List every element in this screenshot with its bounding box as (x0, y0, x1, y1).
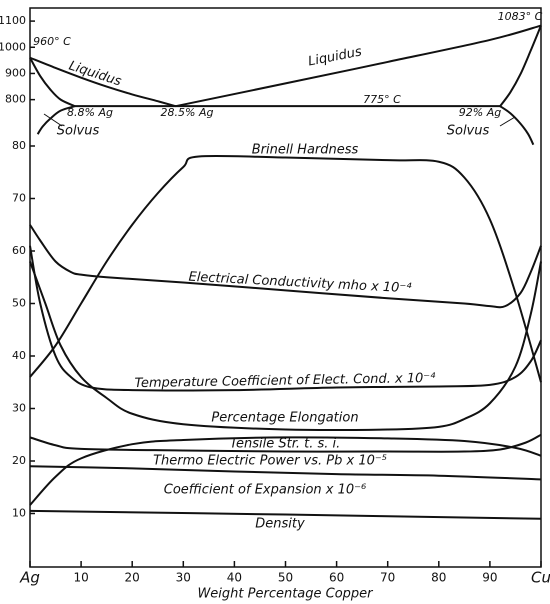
curve (29, 56, 176, 108)
x-tick-label: 10 (73, 571, 88, 585)
curve (175, 24, 542, 108)
pointer-arrow (499, 116, 516, 127)
curve-label: Liquidus (67, 58, 123, 89)
y-tick-label: 20 (12, 454, 26, 467)
y-tick-label: 80 (12, 139, 26, 152)
x-tick-label: 80 (431, 571, 446, 585)
y-tick-label: 40 (12, 349, 26, 362)
y-tick-label: 1100 (0, 14, 26, 27)
curve (29, 245, 542, 392)
pointer-arrow (43, 113, 63, 127)
y-tick-label: 10 (12, 507, 26, 520)
annotation: 92% Ag (459, 106, 501, 119)
y-tick-label: 50 (12, 297, 26, 310)
y-tick-label: 1000 (0, 40, 26, 53)
curve (29, 154, 542, 383)
x-tick-label: 70 (380, 571, 395, 585)
x-tick-label: Ag (19, 569, 40, 587)
x-tick-label: 40 (227, 571, 242, 585)
y-tick-label: 70 (12, 192, 26, 205)
curve (29, 224, 542, 309)
curve-label: Brinell Hardness (252, 143, 359, 158)
x-tick-label: 50 (278, 571, 293, 585)
curve (499, 25, 542, 107)
curve-label: Temperature Coefficient of Elect. Cond. … (134, 371, 436, 391)
curve (29, 436, 542, 506)
x-tick-label: Cu (531, 569, 550, 587)
annotation: 28.5% Ag (161, 106, 214, 119)
curve-label: Liquidus (307, 44, 363, 69)
x-tick-label: 20 (125, 571, 140, 585)
y-tick-label: 30 (12, 402, 26, 415)
x-tick-label: 30 (176, 571, 191, 585)
curve-label: Density (255, 517, 305, 532)
curve (499, 105, 535, 146)
y-tick-label: 900 (5, 66, 26, 79)
y-tick-label: 60 (12, 244, 26, 257)
annotation: 8.8% Ag (67, 106, 113, 119)
curve (29, 433, 542, 453)
x-tick-label: 60 (329, 571, 344, 585)
y-tick-label: 800 (5, 93, 26, 106)
curve-label: Solvus (57, 124, 100, 139)
curve-label: Coefficient of Expansion x 10⁻⁶ (164, 483, 366, 498)
curve-label: Thermo Electric Power vs. Pb x 10⁻⁵ (153, 454, 387, 469)
annotation: 775° C (363, 93, 401, 106)
curve (29, 57, 76, 108)
annotation: 960° C (33, 35, 71, 48)
curve (29, 509, 542, 520)
annotation: 1083° C (498, 10, 543, 23)
curve (29, 465, 542, 481)
curve (29, 261, 542, 432)
x-axis-label: Weight Percentage Copper (197, 587, 374, 602)
curve-label: Solvus (447, 124, 490, 139)
curve-label: Tensile Str. t. s. i. (230, 437, 341, 452)
x-tick-label: 90 (482, 571, 497, 585)
curve-label: Percentage Elongation (211, 411, 358, 426)
